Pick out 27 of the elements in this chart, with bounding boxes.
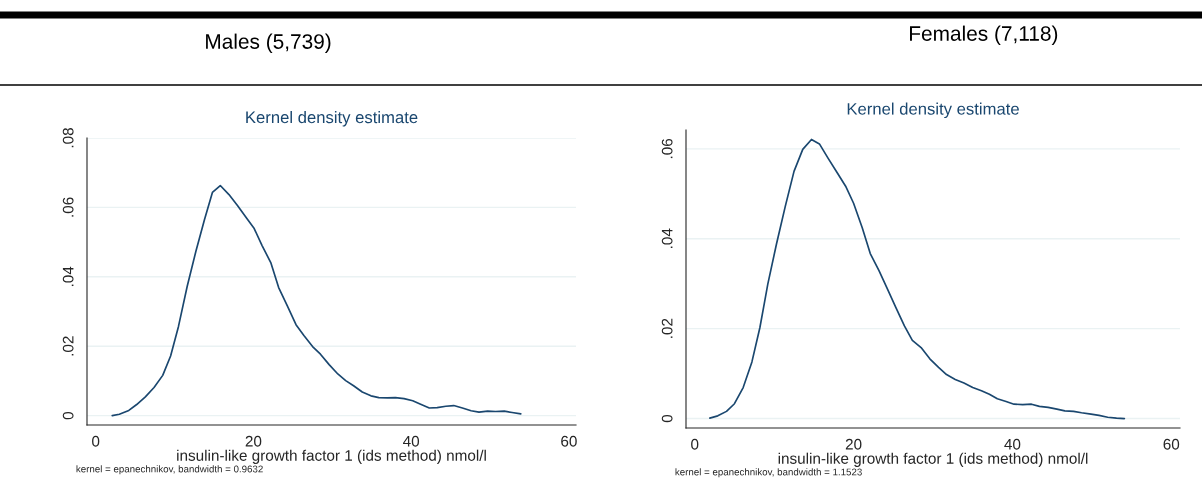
x-tick-label: 20 [245, 435, 262, 447]
chart-title: Males (5,739) [206, 33, 331, 53]
x-tick-label: 20 [845, 438, 862, 450]
y-tick-label: .02 [661, 318, 673, 338]
text: kernel = epanechnikov, bandwidth = 1.1523 [675, 468, 862, 478]
y-tick-label: .08 [62, 128, 74, 148]
x-tick-label: 0 [92, 435, 100, 447]
x-tick-label: 60 [561, 435, 577, 447]
y-tick-label: .06 [661, 138, 673, 159]
y-tick-label: .04 [62, 266, 74, 287]
x-tick-label: 60 [1163, 438, 1180, 450]
text: kernel = epanechnikov, bandwidth = 0.9632 [76, 465, 263, 475]
x-tick-label: 40 [1004, 438, 1021, 450]
chart-subtitle: Kernel density estimate [847, 102, 1019, 119]
x-tick-label: 0 [691, 438, 699, 450]
y-tick-label: .02 [62, 336, 74, 356]
x-axis-title: insulin-like growth factor 1 (ids method) nmol/l [177, 449, 486, 464]
line-series [708, 138, 1126, 420]
x-tick-label: 40 [403, 435, 420, 447]
y-tick-label: 0 [62, 411, 74, 420]
chart-subtitle: Kernel density estimate [246, 110, 418, 127]
chart-title: Females (7,118) [910, 25, 1058, 45]
y-tick-label: .04 [661, 228, 673, 248]
line-series [111, 184, 522, 417]
y-tick-label: .06 [62, 197, 74, 217]
x-axis-title: insulin-like growth factor 1 (ids method) nmol/l [778, 452, 1088, 467]
y-tick-label: 0 [661, 414, 673, 423]
